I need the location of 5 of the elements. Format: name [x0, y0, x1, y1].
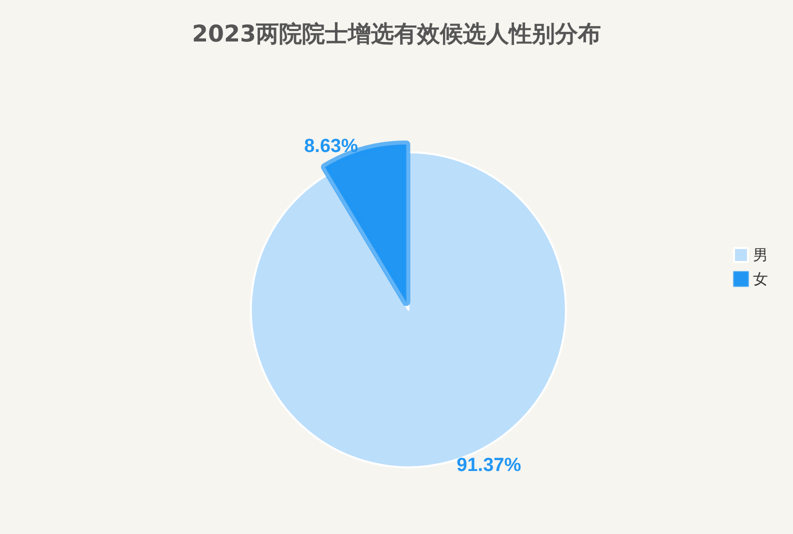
chart-title: 2023两院院士增选有效候选人性别分布: [192, 22, 602, 48]
legend-label: 男: [753, 246, 768, 264]
data-label: 8.63%: [304, 136, 358, 157]
data-label: 91.37%: [456, 454, 522, 476]
legend-label: 女: [753, 270, 768, 288]
